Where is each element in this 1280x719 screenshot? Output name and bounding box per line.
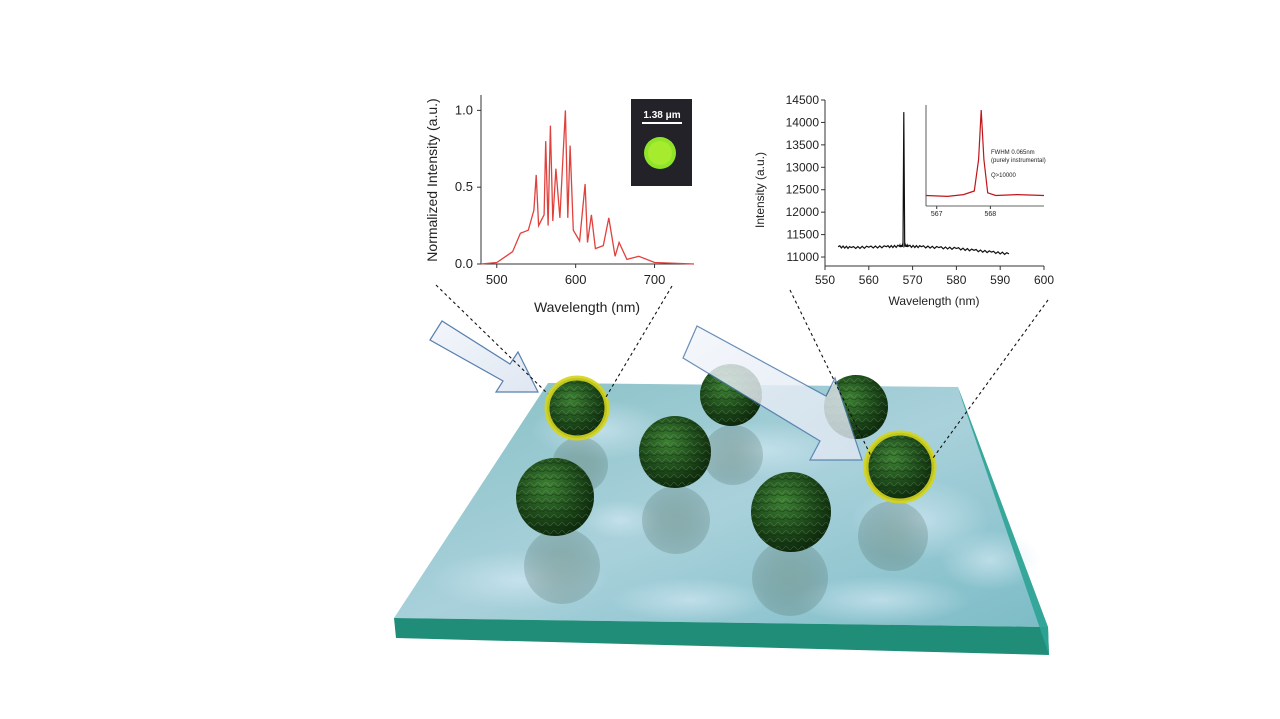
zoom-inset: 567 568 FWHM 0.065nm (purely instrumental…: [925, 105, 1046, 218]
x-tick-label: 600: [565, 272, 587, 287]
x-tick-label: 560: [859, 273, 879, 287]
x-tick-label: 550: [815, 273, 835, 287]
microscope-image-inset: 1.38 μm: [631, 99, 692, 186]
x-tick-label: 580: [946, 273, 966, 287]
emission-spectrum-plot: 0.0 0.5 1.0 500 600 700 Wavelength (nm) Norm…: [424, 95, 695, 315]
excitation-arrow-right: [682, 325, 863, 461]
y-tick-label: 0.0: [455, 256, 473, 271]
y-tick-label: 11500: [787, 228, 820, 242]
y-tick-label: 13500: [786, 138, 820, 152]
slab-right-face: [958, 387, 1049, 655]
microspheres: [516, 364, 937, 552]
microsphere: [516, 458, 594, 536]
highlight-ring: [544, 375, 610, 441]
fwhm-annotation-note: (purely instrumental): [991, 158, 1046, 164]
inset-x-tick-label: 568: [985, 211, 997, 218]
highlighted-microsphere-left: [544, 375, 610, 441]
y-tick-label: 14500: [786, 93, 820, 107]
y-tick-label: 14000: [786, 115, 820, 129]
x-tick-label: 570: [903, 273, 923, 287]
zoom-peak-line: [925, 109, 1045, 198]
y-tick-label: 12000: [786, 205, 820, 219]
microsphere: [751, 472, 831, 552]
excitation-arrow-left: [429, 320, 539, 393]
y-tick-label: 13000: [786, 160, 820, 174]
left-plot-xlabel: Wavelength (nm): [534, 299, 640, 315]
sphere-reflections: [524, 425, 928, 616]
inset-x-tick-label: 567: [931, 211, 943, 218]
left-plot-ylabel: Normalized Intensity (a.u.): [424, 98, 440, 261]
callout-lines: [435, 284, 1049, 459]
right-plot-ylabel: Intensity (a.u.): [753, 152, 767, 228]
lasing-spectrum-line: [837, 112, 1010, 256]
x-tick-label: 500: [486, 272, 508, 287]
x-tick-label: 700: [644, 272, 666, 287]
x-tick-label: 600: [1034, 273, 1054, 287]
y-tick-label: 11000: [787, 250, 820, 264]
lasing-spectrum-plot: 11000 11500 12000 12500 13000 13500 14000 14500…: [753, 93, 1054, 308]
microsphere: [639, 416, 711, 488]
y-tick-label: 0.5: [455, 179, 473, 194]
y-tick-label: 12500: [786, 183, 820, 197]
fwhm-annotation: FWHM 0.065nm: [991, 150, 1035, 156]
scale-bar-label: 1.38 μm: [643, 110, 680, 121]
x-tick-label: 590: [990, 273, 1010, 287]
q-factor-label: Q>10000: [991, 173, 1017, 179]
highlight-ring: [863, 430, 937, 504]
emission-spectrum-line: [480, 110, 695, 265]
slab-front-face: [394, 618, 1049, 655]
right-plot-xlabel: Wavelength (nm): [889, 294, 980, 308]
y-tick-label: 1.0: [455, 102, 473, 117]
highlighted-microsphere-right: [863, 430, 937, 504]
